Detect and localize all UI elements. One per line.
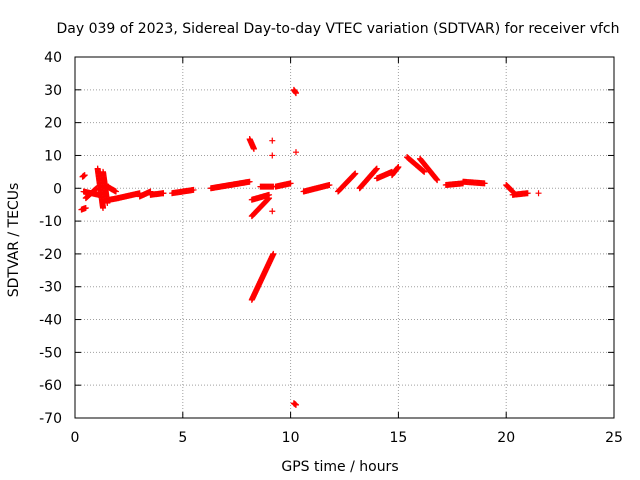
axis-ticks: 0 5 10 15 20 25 -70 -60 -50 -40 -30 -20 -10 0 10 20 30 40 (39, 50, 623, 446)
data-point (190, 186, 197, 193)
x-tick-label: 25 (605, 430, 623, 446)
data-point (81, 172, 88, 179)
data-point (269, 208, 276, 215)
x-axis-label: GPS time / hours (281, 459, 398, 475)
data-markers (78, 86, 542, 408)
data-point (270, 250, 277, 257)
data-point (421, 168, 428, 175)
plot-frame (74, 56, 615, 419)
chart-title: Day 039 of 2023, Sidereal Day-to-day VTE… (56, 21, 619, 37)
data-point (287, 180, 294, 187)
y-tick-label: -70 (39, 411, 62, 427)
y-tick-label: -20 (39, 247, 62, 263)
y-tick-label: 30 (44, 83, 62, 99)
data-point (250, 145, 257, 152)
data-point (292, 149, 299, 156)
grid-lines (75, 57, 614, 418)
x-tick-label: 15 (389, 430, 407, 446)
x-tick-label: 5 (178, 430, 187, 446)
data-point (82, 204, 89, 211)
data-point (160, 190, 167, 197)
data-point (326, 181, 333, 188)
y-tick-label: -10 (39, 214, 62, 230)
data-point (104, 200, 111, 207)
x-tick-label: 10 (282, 430, 300, 446)
y-tick-label: 10 (44, 148, 62, 164)
x-tick-label: 20 (497, 430, 515, 446)
y-tick-label: 40 (44, 50, 62, 66)
y-tick-label: 20 (44, 116, 62, 132)
data-point (100, 204, 107, 211)
data-point (524, 190, 531, 197)
data-point (481, 180, 488, 187)
y-tick-label: 0 (53, 181, 62, 197)
y-tick-label: -40 (39, 313, 62, 329)
data-point (292, 90, 299, 97)
x-tick-label: 0 (71, 430, 80, 446)
data-point (112, 188, 119, 195)
data-point (535, 190, 542, 197)
y-tick-label: -60 (39, 378, 62, 394)
data-point (246, 178, 253, 185)
data-point (292, 401, 299, 408)
data-point (434, 177, 441, 184)
data-point (269, 152, 276, 159)
data-point (352, 170, 359, 177)
y-tick-label: -50 (39, 345, 62, 361)
data-point (105, 183, 112, 190)
data-point (266, 195, 273, 202)
data-point (395, 163, 402, 170)
data-point (269, 137, 276, 144)
y-tick-label: -30 (39, 280, 62, 296)
data-point (373, 165, 380, 172)
y-axis-label: SDTVAR / TECUs (6, 183, 22, 298)
